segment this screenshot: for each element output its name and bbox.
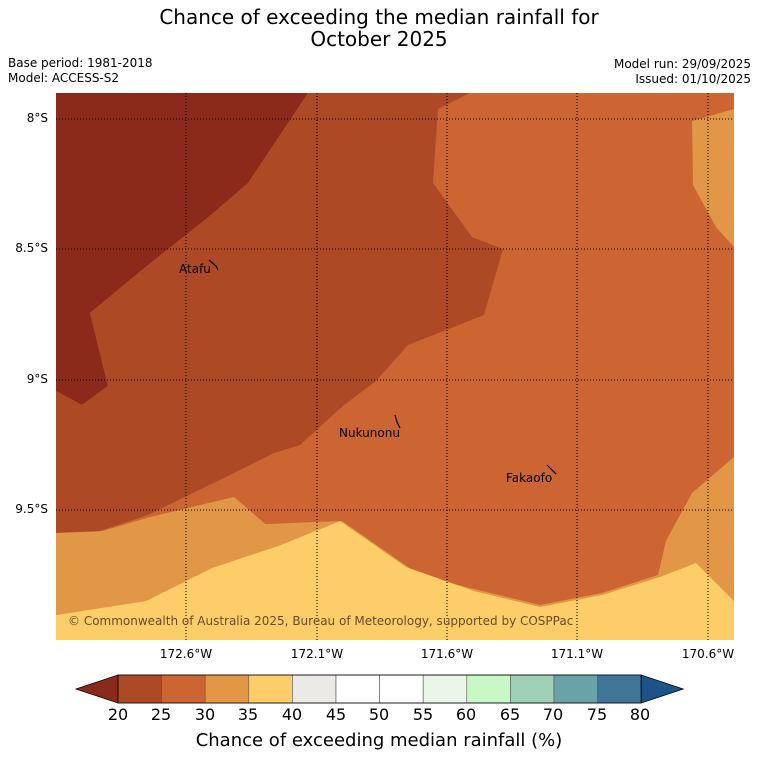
map-title-line-1: Chance of exceeding the median rainfall … xyxy=(159,5,599,29)
lat-gridlines xyxy=(56,118,734,511)
colorbar-cell xyxy=(117,674,162,704)
rainfall-probability-map xyxy=(56,93,734,640)
lon-label-172-6w: 172.6°W xyxy=(159,647,213,661)
lon-label-170-6w: 170.6°W xyxy=(681,647,735,661)
model-name: Model: ACCESS-S2 xyxy=(8,71,120,85)
map-area xyxy=(56,93,734,640)
colorbar-cell xyxy=(335,674,380,704)
band-25-30 xyxy=(56,93,503,537)
colorbar-title: Chance of exceeding median rainfall (%) xyxy=(195,730,563,751)
issued-date: Issued: 01/10/2025 xyxy=(635,72,751,86)
colorbar-tick: 35 xyxy=(237,705,259,724)
nukunonu-atoll-shape xyxy=(394,414,401,429)
colorbar-tick: 70 xyxy=(542,705,564,724)
colorbar-tick: 45 xyxy=(325,705,347,724)
colorbar-cell xyxy=(553,674,598,704)
colorbar-cell xyxy=(379,674,424,704)
band-40-45-west xyxy=(56,521,340,615)
map-title: Chance of exceeding the median rainfall … xyxy=(0,6,758,50)
colorbar xyxy=(74,674,685,704)
colorbar-border xyxy=(117,674,642,704)
colorbar-extension-low xyxy=(74,674,119,704)
band-20-25 xyxy=(56,93,308,405)
colorbar-cell xyxy=(161,674,206,704)
colorbar-tick: 60 xyxy=(455,705,477,724)
lat-label-9s: 9°S xyxy=(26,372,48,386)
colorbar-cell xyxy=(466,674,511,704)
lat-label-9-5s: 9.5°S xyxy=(15,502,48,516)
place-fakaofo: Fakaofo xyxy=(506,471,553,485)
colorbar-cell xyxy=(597,674,642,704)
model-run: Model run: 29/09/2025 xyxy=(613,57,751,71)
colorbar-tick: 30 xyxy=(194,705,216,724)
lon-label-171-1w: 171.1°W xyxy=(550,647,604,661)
place-nukunonu: Nukunonu xyxy=(339,426,400,440)
colorbar-tick: 20 xyxy=(107,705,129,724)
colorbar-cells xyxy=(74,674,685,704)
copyright-notice: © Commonwealth of Australia 2025, Bureau… xyxy=(68,614,574,628)
colorbar-tick: 80 xyxy=(629,705,651,724)
base-period: Base period: 1981-2018 xyxy=(8,56,153,70)
lon-label-171-6w: 171.6°W xyxy=(420,647,474,661)
atafu-atoll-shape xyxy=(208,259,219,271)
colorbar-cell xyxy=(248,674,293,704)
band-40-45 xyxy=(56,521,734,640)
band-35-40-east xyxy=(692,109,734,247)
colorbar-cell xyxy=(422,674,468,704)
colorbar-cell xyxy=(510,674,555,704)
lat-label-8s: 8°S xyxy=(26,111,48,125)
meta-right: Model run: 29/09/2025 Issued: 01/10/2025 xyxy=(614,57,751,87)
lon-label-172-1w: 172.1°W xyxy=(290,647,344,661)
meta-left: Base period: 1981-2018 Model: ACCESS-S2 xyxy=(8,56,153,86)
colorbar-tick: 25 xyxy=(150,705,172,724)
map-title-line-2: October 2025 xyxy=(310,27,448,51)
colorbar-tick: 50 xyxy=(368,705,390,724)
colorbar-cell xyxy=(204,674,250,704)
fakaofo-atoll-shape xyxy=(546,464,557,475)
lat-label-8-5s: 8.5°S xyxy=(15,241,48,255)
colorbar-tick: 75 xyxy=(586,705,608,724)
lon-gridlines xyxy=(185,93,709,640)
colorbar-tick: 55 xyxy=(412,705,434,724)
colorbar-tick: 65 xyxy=(499,705,521,724)
atolls xyxy=(208,259,557,475)
place-atafu: Atafu xyxy=(179,262,211,276)
colorbar-extension-high xyxy=(640,674,685,704)
colorbar-tick: 40 xyxy=(281,705,303,724)
colorbar-cell xyxy=(292,674,337,704)
